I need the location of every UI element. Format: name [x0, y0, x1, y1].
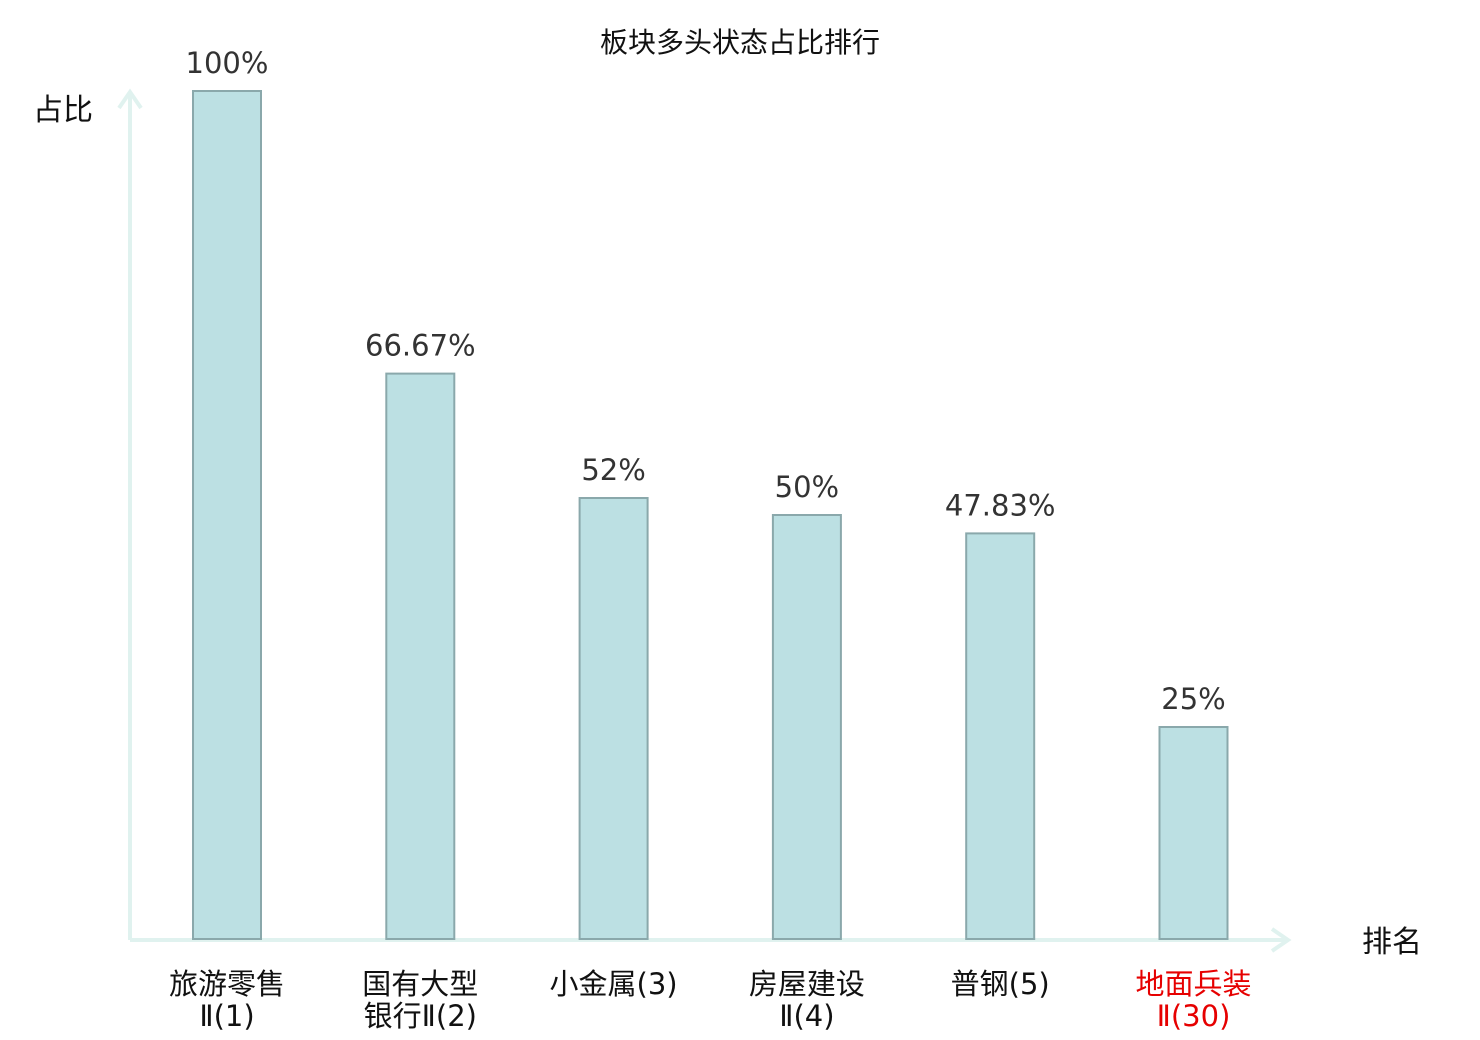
category-label-1: 旅游零售	[169, 967, 285, 1001]
category-label-5: 普钢(5)	[951, 967, 1050, 1001]
bar-2	[385, 372, 456, 941]
bar-6	[1158, 726, 1229, 940]
value-label-3: 52%	[581, 453, 645, 487]
category-label-2-line2: 银行Ⅱ(2)	[364, 999, 477, 1033]
y-axis-label: 占比	[33, 93, 93, 128]
x-axis-arrow-icon	[1270, 927, 1292, 953]
value-label-5: 47.83%	[945, 488, 1056, 522]
value-label-1: 100%	[186, 46, 269, 80]
category-label-6-line2: Ⅱ(30)	[1157, 999, 1231, 1033]
bar-1	[192, 90, 262, 940]
bar-3	[578, 497, 649, 940]
category-label-4: 房屋建设	[749, 967, 865, 1001]
bar-4	[771, 514, 842, 940]
category-label-4-line2: Ⅱ(4)	[779, 999, 834, 1033]
y-axis-arrow-icon	[117, 88, 143, 110]
value-label-6: 25%	[1161, 682, 1225, 716]
category-label-3: 小金属(3)	[550, 967, 678, 1001]
category-label-1-line2: Ⅱ(1)	[199, 999, 254, 1033]
bar-5	[965, 532, 1036, 941]
chart-title: 板块多头状态占比排行	[600, 26, 880, 59]
category-label-2: 国有大型	[362, 967, 478, 1001]
value-label-2: 66.67%	[365, 329, 476, 363]
x-axis-label: 排名	[1362, 925, 1422, 960]
value-label-4: 50%	[775, 470, 839, 504]
category-label-6: 地面兵装	[1135, 967, 1251, 1001]
